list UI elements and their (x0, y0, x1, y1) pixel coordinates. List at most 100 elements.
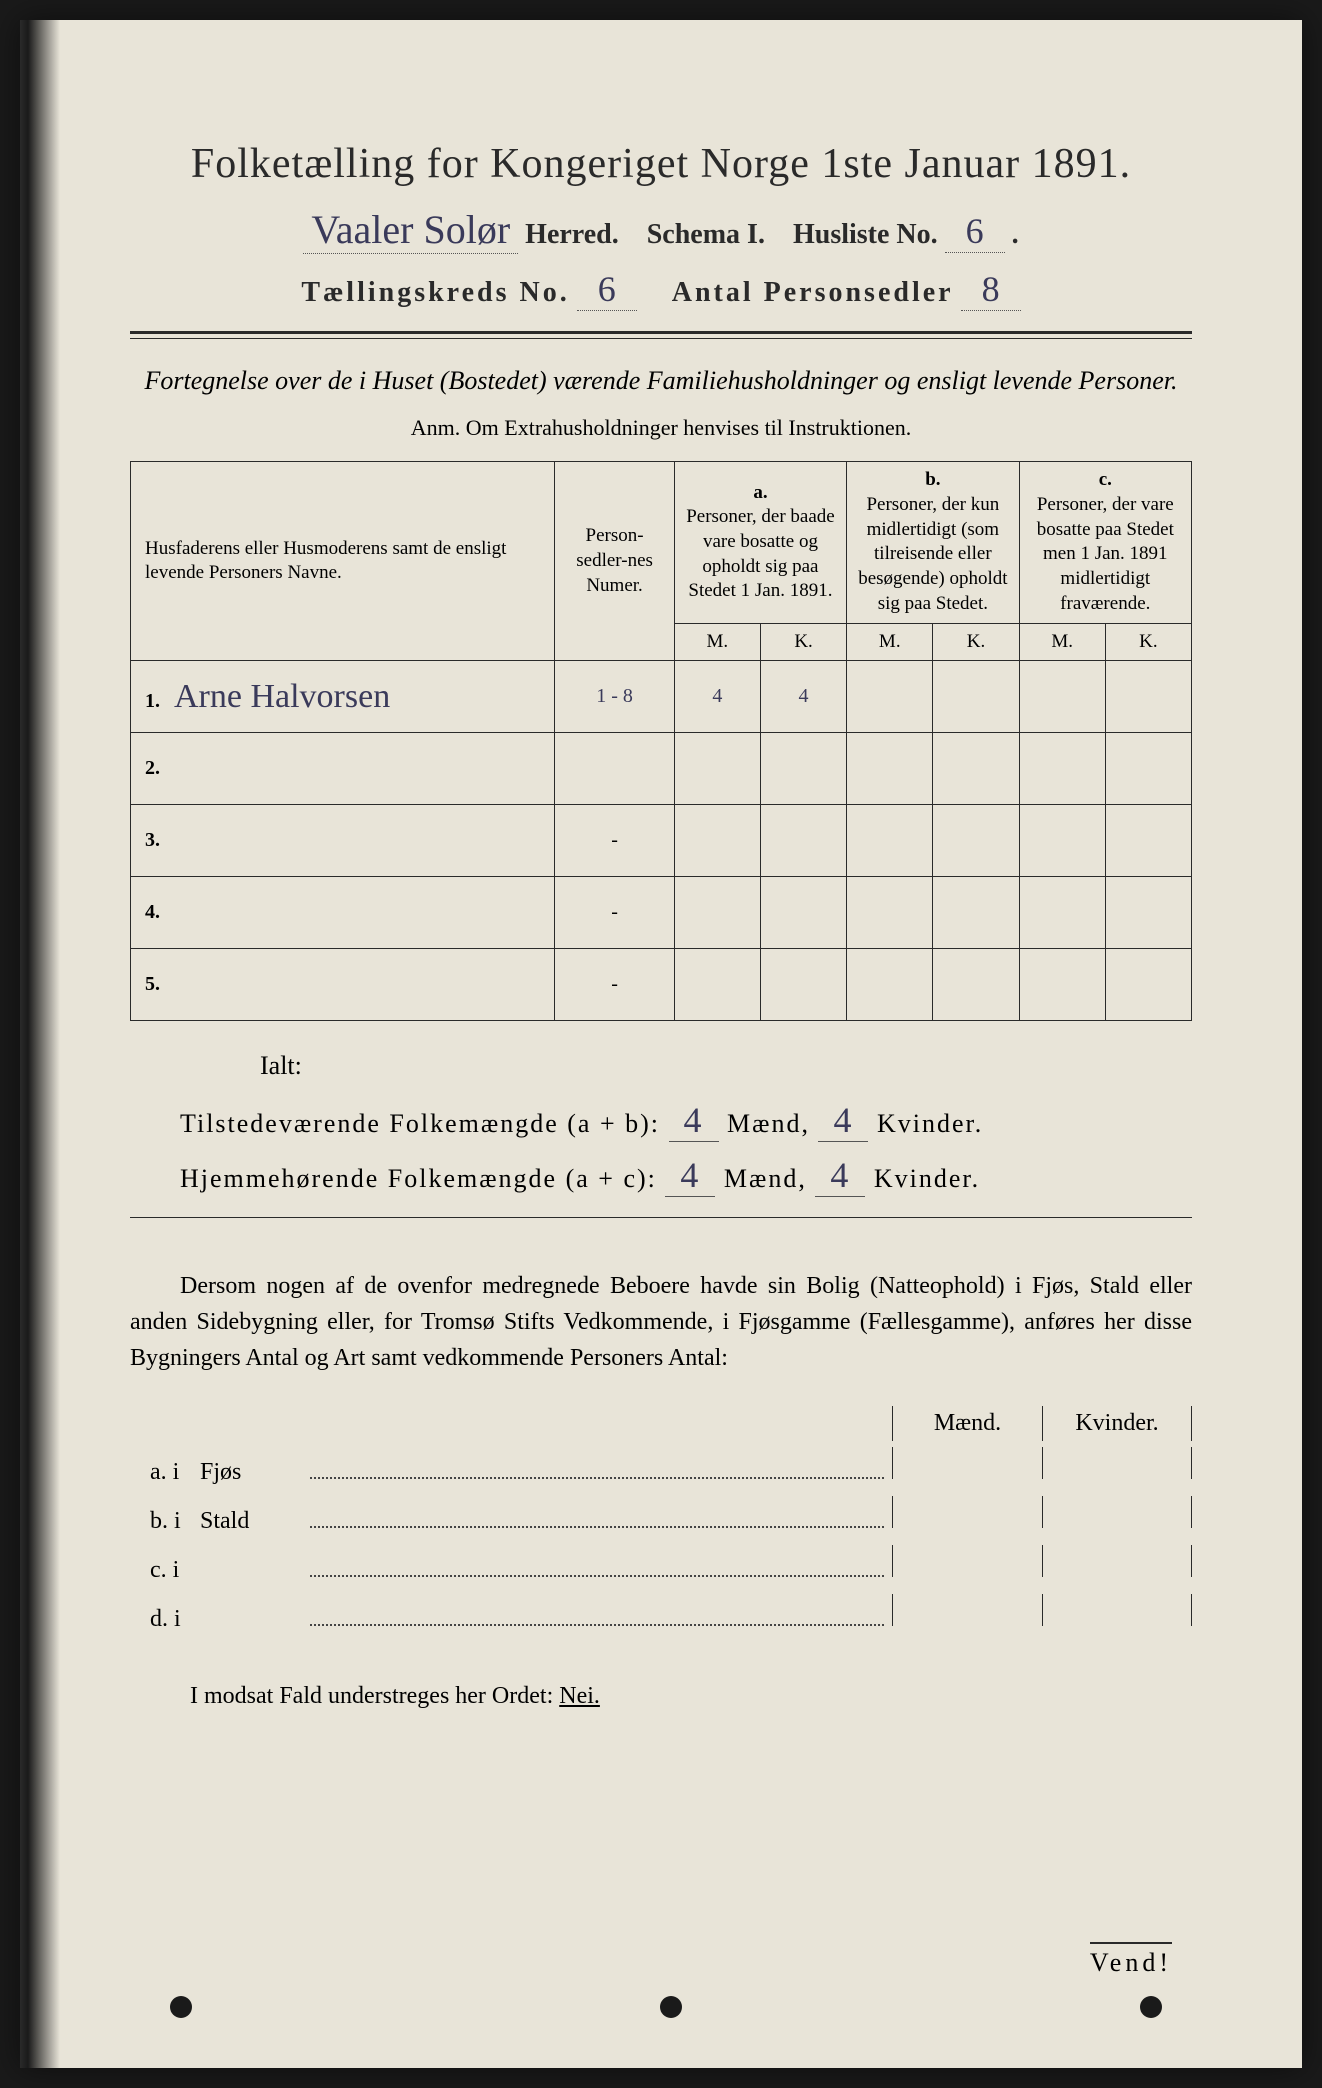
dots-b (310, 1526, 884, 1528)
tilstede-label: Tilstedeværende Folkemængde (a + b): (180, 1109, 660, 1138)
lbl-a: Fjøs (200, 1459, 310, 1486)
row-num: 1. (145, 690, 169, 713)
cell-ck (1105, 949, 1191, 1021)
cell-bk (933, 877, 1019, 949)
census-form-page: Folketælling for Kongeriget Norge 1ste J… (20, 20, 1302, 2068)
table-row: 2. (131, 733, 1192, 805)
lbl-b: Stald (200, 1508, 310, 1535)
col-b-letter: b. (925, 469, 940, 490)
cell-ck (1105, 805, 1191, 877)
row-name: Arne Halvorsen (174, 678, 390, 715)
table-body: 1. Arne Halvorsen 1 - 8 4 4 2. 3. (131, 661, 1192, 1021)
th-name: Husfaderens eller Husmoderens samt de en… (131, 462, 555, 661)
cell-bm (847, 877, 933, 949)
nei-text: Nei. (559, 1683, 600, 1709)
kreds-label: Tællingskreds No. (301, 277, 569, 308)
mk-c (892, 1545, 1192, 1577)
herred-line: Vaaler Solør Herred. Schema I. Husliste … (130, 206, 1192, 254)
kvinder-label: Kvinder. (877, 1109, 983, 1138)
cell-bk (933, 733, 1019, 805)
cell-ak (760, 877, 846, 949)
th-num: Person-sedler-nes Numer. (555, 462, 674, 661)
kvinder-label2: Kvinder. (874, 1164, 980, 1193)
lead-d: d. i (130, 1606, 200, 1633)
cell-am (674, 877, 760, 949)
col-a-text: Personer, der baade vare bosatte og opho… (686, 506, 835, 601)
table-row: 1. Arne Halvorsen 1 - 8 4 4 (131, 661, 1192, 733)
cell-cm (1019, 805, 1105, 877)
antal-value: 8 (961, 268, 1021, 311)
cell-bm (847, 733, 933, 805)
th-a-m: M. (674, 623, 760, 661)
cell-ck (1105, 661, 1191, 733)
punch-hole (660, 1996, 682, 2018)
cell-am (674, 949, 760, 1021)
th-c-m: M. (1019, 623, 1105, 661)
main-table: Husfaderens eller Husmoderens samt de en… (130, 461, 1192, 1021)
th-c-k: K. (1105, 623, 1191, 661)
th-a-k: K. (760, 623, 846, 661)
mk-a (892, 1447, 1192, 1479)
maend-col: Mænd. (892, 1406, 1042, 1441)
building-row-d: d. i (130, 1594, 1192, 1633)
husliste-value: 6 (945, 210, 1005, 253)
th-a: a. Personer, der baade vare bosatte og o… (674, 462, 846, 623)
cell-bm (847, 949, 933, 1021)
hjemme-m: 4 (665, 1154, 715, 1197)
antal-label: Antal Personsedler (672, 277, 954, 308)
col-b-text: Personer, der kun midlertidigt (som tilr… (858, 494, 1007, 614)
cell-bk (933, 805, 1019, 877)
single-rule (130, 1217, 1192, 1218)
anm-text: Anm. Om Extrahusholdninger henvises til … (130, 415, 1192, 441)
cell-cm (1019, 877, 1105, 949)
cell-bk (933, 661, 1019, 733)
cell-bm (847, 661, 933, 733)
cell-cm (1019, 949, 1105, 1021)
cell-ak: 4 (760, 661, 846, 733)
tilstede-m: 4 (669, 1099, 719, 1142)
row-num: 5. (145, 973, 169, 996)
dots-a (310, 1477, 884, 1479)
kreds-line: Tællingskreds No. 6 Antal Personsedler 8 (130, 268, 1192, 311)
punch-hole (170, 1996, 192, 2018)
mk-d (892, 1594, 1192, 1626)
row-name-cell: 4. (131, 877, 555, 949)
cell-num: - (555, 949, 674, 1021)
building-row-b: b. i Stald (130, 1496, 1192, 1535)
building-row-a: a. i Fjøs (130, 1447, 1192, 1486)
mk-header: Mænd. Kvinder. (130, 1406, 1192, 1441)
cell-num: - (555, 805, 674, 877)
table-row: 5. - (131, 949, 1192, 1021)
cell-ak (760, 733, 846, 805)
row-name-cell: 2. (131, 733, 555, 805)
th-b-m: M. (847, 623, 933, 661)
th-b-k: K. (933, 623, 1019, 661)
modsat-text: I modsat Fald understreges her Ordet: (190, 1683, 559, 1709)
dots-c (310, 1575, 884, 1577)
col-c-text: Personer, der vare bosatte paa Stedet me… (1037, 494, 1174, 614)
punch-hole (1140, 1996, 1162, 2018)
cell-num: 1 - 8 (555, 661, 674, 733)
cell-num (555, 733, 674, 805)
double-rule (130, 331, 1192, 339)
building-row-c: c. i (130, 1545, 1192, 1584)
herred-value: Vaaler Solør (303, 206, 518, 254)
col-a-letter: a. (753, 482, 767, 503)
maend-label: Mænd, (727, 1109, 810, 1138)
vend-label: Vend! (1090, 1942, 1172, 1978)
cell-ak (760, 949, 846, 1021)
fortegnelse-text: Fortegnelse over de i Huset (Bostedet) v… (130, 363, 1192, 399)
table-row: 3. - (131, 805, 1192, 877)
lead-a: a. i (130, 1459, 200, 1486)
row-name-cell: 1. Arne Halvorsen (131, 661, 555, 733)
hjemme-line: Hjemmehørende Folkemængde (a + c): 4 Mæn… (180, 1154, 1192, 1197)
row-num: 3. (145, 829, 169, 852)
cell-am (674, 805, 760, 877)
col-c-letter: c. (1099, 469, 1112, 490)
hjemme-label: Hjemmehørende Folkemængde (a + c): (180, 1164, 657, 1193)
th-b: b. Personer, der kun midlertidigt (som t… (847, 462, 1019, 623)
tilstede-line: Tilstedeværende Folkemængde (a + b): 4 M… (180, 1099, 1192, 1142)
cell-bk (933, 949, 1019, 1021)
cell-ck (1105, 733, 1191, 805)
cell-num: - (555, 877, 674, 949)
